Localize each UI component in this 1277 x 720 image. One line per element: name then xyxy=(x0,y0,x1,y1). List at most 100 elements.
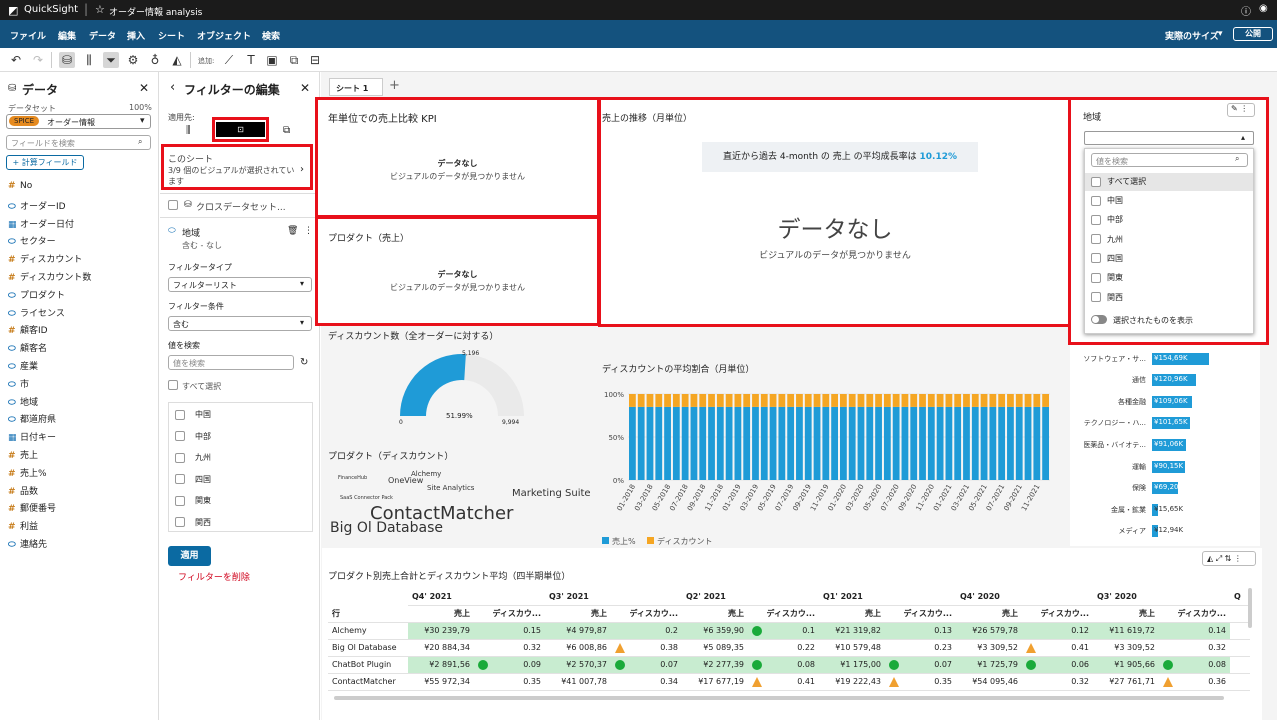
checkbox[interactable] xyxy=(175,517,185,527)
menu-sheet[interactable]: シート xyxy=(158,32,186,42)
add-image-icon[interactable]: ▣ xyxy=(266,53,278,67)
field-item[interactable]: ▦ 日付キー xyxy=(8,430,56,443)
wordcloud-visual[interactable]: プロダクト（ディスカウント） FinanceHub OneView Alchem… xyxy=(322,443,592,543)
word[interactable]: FinanceHub xyxy=(338,475,368,481)
field-item[interactable]: ⬭ 産業 xyxy=(8,359,38,372)
sales-header[interactable]: 売上 xyxy=(682,605,748,623)
filter-type-select[interactable]: フィルターリスト ▾ xyxy=(168,277,312,292)
field-item[interactable]: ⬭ 都道府県 xyxy=(8,412,56,425)
filter-value-item[interactable]: 中部 xyxy=(175,431,211,442)
kpi-visual[interactable]: 年単位での売上比較 KPI データなし ビジュアルのデータが見つかりません xyxy=(316,98,599,216)
field-item[interactable]: ⬭ セクター xyxy=(8,234,56,247)
field-item[interactable]: # No xyxy=(8,181,32,191)
field-item[interactable]: ⬭ 市 xyxy=(8,377,29,390)
pivot-visual[interactable]: プロダクト別売上合計とディスカウント平均（四半期単位） ◭ ⤢ ⇅ ⋮ Q4' … xyxy=(322,548,1262,720)
filter-value-item[interactable]: 四国 xyxy=(175,474,211,485)
field-item[interactable]: ▦ オーダー日付 xyxy=(8,217,74,230)
quarter-header[interactable]: Q3' 2020 xyxy=(1093,588,1230,606)
add-insight-icon[interactable]: ⧉ xyxy=(289,53,299,67)
region-value-item[interactable]: 四国 xyxy=(1091,253,1123,264)
add-textbox-icon[interactable]: ⊟ xyxy=(309,53,321,67)
field-item[interactable]: ⬭ オーダーID xyxy=(8,199,66,212)
region-search-input[interactable]: 値を検索 ⌕ xyxy=(1091,153,1248,167)
back-chevron-icon[interactable]: ‹ xyxy=(170,80,176,95)
checkbox[interactable] xyxy=(175,495,185,506)
discount-header[interactable]: ディスカウ... xyxy=(474,605,545,623)
control-menu[interactable]: ✎ ⋮ xyxy=(1227,103,1255,117)
field-item[interactable]: # ディスカウント数 xyxy=(8,270,91,283)
tab-sheet-1[interactable]: シート 1 ⌵ xyxy=(329,78,383,103)
industry-bar[interactable] xyxy=(1152,525,1158,538)
filter-icon[interactable]: ⏷ xyxy=(103,52,119,68)
publish-button[interactable]: 公開 xyxy=(1233,27,1273,41)
region-value-item[interactable]: 中国 xyxy=(1091,195,1123,206)
region-value-item[interactable]: 関東 xyxy=(1091,272,1123,283)
sales-header[interactable]: 売上 xyxy=(408,605,474,623)
analysis-name[interactable]: オーダー情報 analysis xyxy=(109,8,203,18)
discount-header[interactable]: ディスカウ... xyxy=(1022,605,1093,623)
word[interactable]: Big Ol Database xyxy=(330,520,443,536)
apply-button[interactable]: 適用 xyxy=(168,546,211,566)
menu-search[interactable]: 検索 xyxy=(262,32,281,42)
filter-value-item[interactable]: 中国 xyxy=(175,409,211,420)
user-icon[interactable]: ◉ xyxy=(1259,3,1268,14)
industry-bar[interactable] xyxy=(1152,460,1185,473)
undo-icon[interactable]: ↶ xyxy=(10,53,22,67)
checkbox[interactable] xyxy=(175,452,185,463)
field-item[interactable]: ⬭ ライセンス xyxy=(8,306,65,319)
sales-header[interactable]: 売上 xyxy=(956,605,1022,623)
more-icon[interactable]: ⋮ xyxy=(1240,104,1249,113)
field-item[interactable]: # 顧客ID xyxy=(8,323,48,336)
chart-type-icon[interactable]: ◭ xyxy=(1207,554,1214,563)
industry-bar[interactable] xyxy=(1152,439,1186,451)
close-icon[interactable]: ✕ xyxy=(139,81,150,95)
field-item[interactable]: ⬭ プロダクト xyxy=(8,288,65,301)
help-icon[interactable]: ⓘ xyxy=(1241,7,1251,18)
field-item[interactable]: # 利益 xyxy=(8,519,38,532)
product-sales-visual[interactable]: プロダクト（売上） データなし ビジュアルのデータが見つかりません xyxy=(316,218,599,325)
table-row[interactable]: Big Ol Database ¥20 884,34 0.32 ¥6 008,86 0.… xyxy=(328,639,1250,657)
checkbox[interactable] xyxy=(1091,272,1101,283)
sheet-scope-icon[interactable]: ⊡ xyxy=(216,122,265,137)
checkbox[interactable] xyxy=(1091,253,1101,264)
trash-icon[interactable]: 🗑 xyxy=(287,226,299,236)
industry-sales-visual[interactable]: ヘルスケア機器・...¥162,38Kソフトウェア・サ...¥154,69K通信… xyxy=(1070,326,1260,546)
checkbox[interactable] xyxy=(1091,234,1101,245)
scope-title[interactable]: このシート xyxy=(168,155,214,165)
discount-header[interactable]: ディスカウ... xyxy=(1159,605,1230,623)
region-control[interactable]: 地域 ✎ ⋮ ▴ 値を検索 ⌕ すべて選択 中国 中部 九州 四国 関東 関西 選択されたもの… xyxy=(1070,98,1266,342)
checkbox[interactable] xyxy=(1091,176,1101,187)
dataset-icon[interactable]: ⛁ xyxy=(59,52,75,68)
word[interactable]: OneView xyxy=(388,476,424,485)
menu-file[interactable]: ファイル xyxy=(10,32,47,42)
industry-bar[interactable] xyxy=(1152,374,1197,387)
field-item[interactable]: # ディスカウント xyxy=(8,252,82,265)
menu-edit[interactable]: 編集 xyxy=(58,32,77,42)
table-row[interactable]: Alchemy ¥30 239,79 0.15 ¥4 979,87 0.2 ¥6 359,… xyxy=(328,622,1250,640)
refresh-icon[interactable]: ↻ xyxy=(300,357,309,368)
region-dropdown[interactable]: ▴ xyxy=(1084,131,1254,145)
word[interactable]: Alchemy xyxy=(411,470,442,478)
add-sheet-icon[interactable]: + xyxy=(389,78,400,93)
word[interactable]: ContactMatcher xyxy=(370,503,514,524)
field-item[interactable]: # 品数 xyxy=(8,484,38,497)
chevron-right-icon[interactable]: › xyxy=(300,164,304,175)
discount-header[interactable]: ディスカウ... xyxy=(611,605,682,623)
region-value-item[interactable]: 関西 xyxy=(1091,292,1123,303)
field-item[interactable]: ⬭ 連絡先 xyxy=(8,537,47,550)
industry-bar[interactable] xyxy=(1152,482,1178,495)
region-select-all[interactable]: すべて選択 xyxy=(1091,176,1146,187)
field-item[interactable]: ⬭ 顧客名 xyxy=(8,341,47,354)
quarter-header[interactable]: Q4' 2020 xyxy=(956,588,1093,606)
insight-icon[interactable]: ♁ xyxy=(150,53,160,67)
all-sheets-icon[interactable]: ⧉ xyxy=(283,125,291,136)
industry-bar[interactable] xyxy=(1152,395,1193,408)
word[interactable]: SaaS Connector Pack xyxy=(340,495,393,501)
checkbox[interactable] xyxy=(1091,292,1101,302)
size-dropdown[interactable]: 実際のサイズ xyxy=(1165,32,1219,42)
region-value-item[interactable]: 中部 xyxy=(1091,214,1123,225)
discount-header[interactable]: ディスカウ... xyxy=(885,605,956,623)
dataset-select[interactable]: SPICE オーダー情報 ▾ xyxy=(6,114,151,129)
sales-header[interactable]: 売上 xyxy=(1093,605,1159,623)
checkbox[interactable] xyxy=(175,431,185,441)
